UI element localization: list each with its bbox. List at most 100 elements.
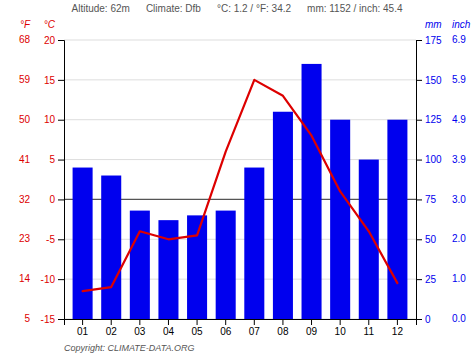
tick: 05 [192,319,204,337]
tick-label: 04 [163,326,175,337]
tick-mark [416,160,422,161]
grid-line [64,79,416,80]
tick: 11 [364,319,375,337]
bar [130,211,150,319]
tick-mark [168,319,169,325]
tick-mark [340,319,341,325]
tick-mark [254,319,255,325]
axis-title: inch [452,19,471,30]
tick-mark [416,120,422,121]
tick-label: 08 [277,326,289,337]
tick-label: 5 [49,154,55,165]
y2-axis-inch: 0.01.02.03.03.94.95.96.9 [452,34,466,324]
tick: 01 [77,319,89,337]
tick: 06 [220,319,232,337]
tick: 100 [416,154,442,165]
tick-label: 3.9 [452,154,466,165]
tick-mark [416,199,422,200]
tick-mark [58,80,64,81]
tick-label: 125 [425,114,442,125]
tick-label: 14 [19,273,31,284]
tick-label: 15 [44,75,56,86]
tick-label: 10 [44,114,56,125]
tick-label: 10 [335,326,347,337]
tick-label: 09 [306,326,318,337]
tick-label: 5 [24,313,30,324]
tick-label: 75 [425,194,437,205]
tick-mark [58,160,64,161]
tick-mark [58,319,64,320]
tick-label: 2.0 [452,233,466,244]
caption: Copyright: CLIMATE-DATA.ORG [64,343,195,353]
tick-mark [58,199,64,200]
bar [73,168,93,319]
tick: 10 [335,319,347,337]
tick-mark [197,319,198,325]
tick-mark [58,120,64,121]
tick-label: 07 [249,326,261,337]
bar [187,215,207,319]
tick-label: 5.9 [452,74,466,85]
tick: 75 [416,194,437,205]
tick-mark [416,319,422,320]
tick: 125 [416,114,442,125]
tick: 10 [44,114,64,125]
bar [359,160,379,319]
bars [73,64,408,319]
tick-label: 3.0 [452,194,466,205]
tick: 0 [49,194,64,205]
tick: 12 [392,319,404,337]
bar [302,64,322,319]
tick-label: 0 [425,314,431,325]
tick-mark [225,319,226,325]
tick: 03 [134,319,146,337]
tick: -5 [46,234,64,245]
line [83,80,398,291]
tick-label: 6.9 [452,34,466,45]
tick-label: 59 [19,74,31,85]
tick-mark [58,279,64,280]
tick-mark [416,40,422,41]
annotation: Climate: Dfb [146,3,201,14]
y2-axis: 0255075100125150175 [416,35,442,325]
tick: 150 [416,75,442,86]
bar [101,176,121,319]
tick-label: 41 [19,154,31,165]
axis-title: mm [425,19,442,30]
x-axis: 01 02 03 04 05 06 07 08 09 10 11 12 [65,319,417,337]
plot-area [73,64,408,319]
tick-label: -15 [41,314,56,325]
annotations: Altitude: 62mClimate: Dfb°C: 1.2 / °F: 3… [72,3,403,14]
bar [387,120,407,319]
tick: 50 [416,234,437,245]
tick-label: -10 [41,274,56,285]
tick-label: 100 [425,154,442,165]
bar [244,168,264,319]
tick-label: 32 [19,194,31,205]
tick: 20 [44,35,64,46]
axis-line [58,41,65,320]
tick-mark [397,319,398,325]
bar [158,220,178,319]
tick-label: 03 [134,326,146,337]
tick-mark [111,319,112,325]
tick-mark [368,319,369,325]
y-axis-f: 514233241505968 [19,34,31,324]
grid [64,40,416,319]
bar [273,112,293,319]
tick: 0 [416,314,431,325]
tick-label: -5 [46,234,55,245]
tick: 175 [416,35,442,46]
tick: 5 [49,154,64,165]
tick: 15 [44,75,64,86]
annotation: °C: 1.2 / °F: 34.2 [217,3,292,14]
tick: 08 [277,319,289,337]
tick: 02 [106,319,118,337]
tick-label: 68 [19,34,31,45]
tick-label: 175 [425,35,442,46]
axis-title: °C [44,19,56,30]
tick-label: 150 [425,75,442,86]
tick-label: 11 [364,326,375,337]
y-axis: -15 -10 -5 0 5 10 15 20 [41,35,65,325]
tick-label: 02 [106,326,118,337]
